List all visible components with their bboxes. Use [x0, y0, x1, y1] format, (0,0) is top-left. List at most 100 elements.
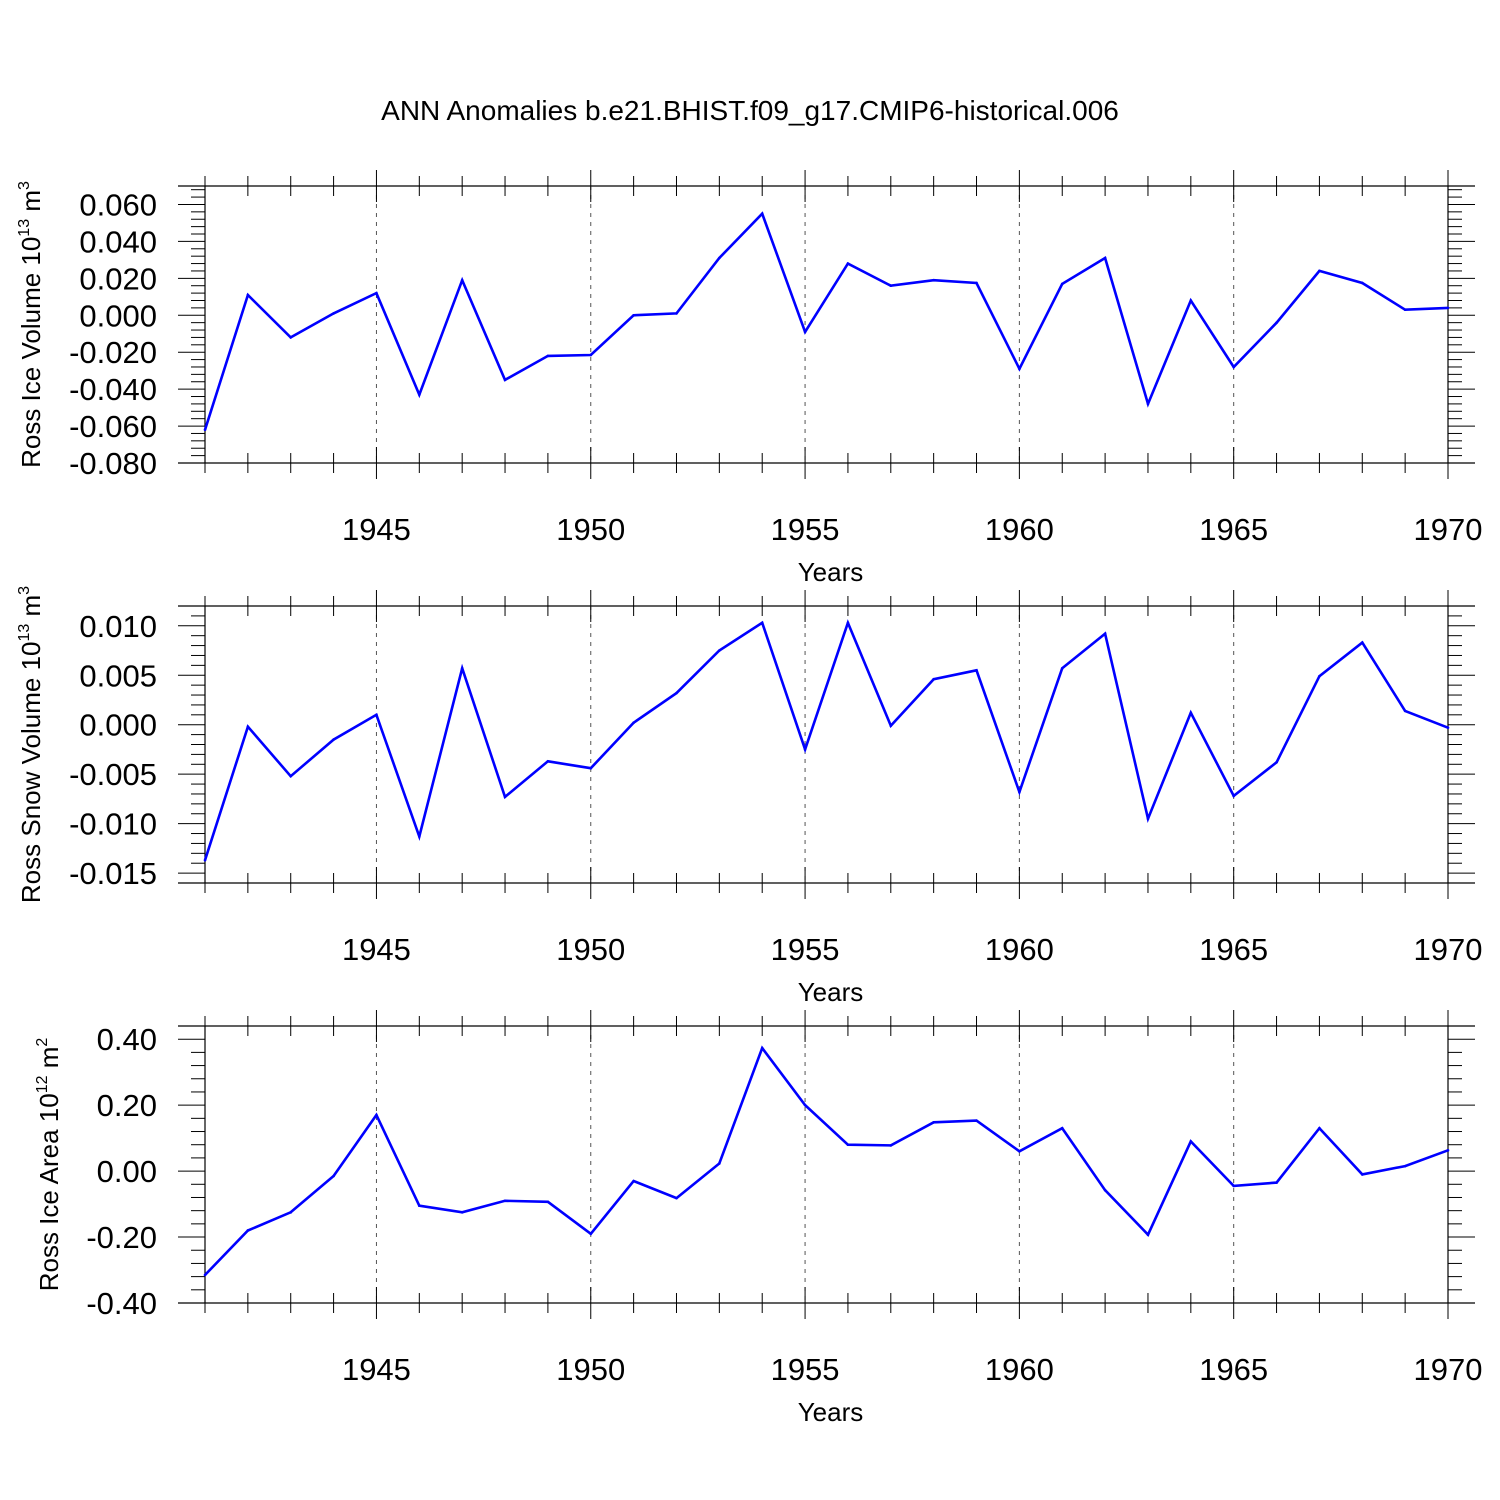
- data-point: [1232, 365, 1235, 369]
- data-point: [1446, 306, 1450, 310]
- y-tick-label: 0.20: [97, 1088, 157, 1123]
- data-point: [203, 1273, 207, 1277]
- data-point: [1446, 726, 1450, 729]
- data-point: [1360, 281, 1364, 285]
- data-point: [546, 1200, 550, 1204]
- y-tick-label: -0.005: [69, 757, 157, 792]
- x-axis-title: Years: [798, 1397, 864, 1427]
- chart-panel-1: 1945 1950 1955 1960 1965 1970Years0.0600.0400…: [16, 170, 1482, 587]
- data-point: [1146, 1233, 1150, 1237]
- data-point: [246, 1229, 250, 1232]
- y-tick-label: -0.20: [86, 1220, 157, 1255]
- y-tick-label: 0.060: [79, 187, 157, 222]
- x-tick-label: 1955: [771, 512, 840, 547]
- data-point: [975, 669, 978, 672]
- data-point: [760, 1046, 764, 1050]
- data-point: [418, 835, 421, 838]
- data-point: [289, 1211, 293, 1214]
- y-tick-label: 0.040: [79, 224, 157, 259]
- data-point: [289, 774, 293, 778]
- y-tick-label: 0.40: [97, 1022, 157, 1057]
- data-point: [1018, 790, 1021, 794]
- y-tick-label: -0.060: [69, 409, 157, 444]
- data-point: [1060, 1126, 1064, 1130]
- data-point: [1018, 367, 1021, 371]
- y-tick-label: 0.000: [79, 298, 157, 333]
- data-point: [1103, 256, 1107, 260]
- data-point: [803, 330, 807, 334]
- series-line: [203, 211, 1449, 431]
- data-point: [546, 760, 550, 763]
- x-tick-label: 1950: [556, 932, 625, 967]
- data-point: [846, 621, 850, 625]
- data-point: [460, 278, 464, 282]
- data-point: [1189, 711, 1193, 715]
- data-point: [460, 1211, 464, 1214]
- y-axis-title: Ross Ice Area 1012 m2: [34, 1038, 64, 1292]
- data-point: [718, 256, 721, 260]
- data-point: [1232, 794, 1235, 798]
- y-tick-label: 0.005: [79, 658, 157, 693]
- x-tick-label: 1945: [342, 1352, 411, 1387]
- data-point: [589, 353, 593, 357]
- x-tick-label: 1960: [985, 1352, 1054, 1387]
- data-point: [289, 336, 293, 339]
- data-point: [1360, 641, 1364, 644]
- data-point: [1103, 1188, 1107, 1192]
- x-tick-label: 1950: [556, 512, 625, 547]
- x-tick-label: 1955: [771, 1352, 840, 1387]
- data-point: [1146, 402, 1150, 406]
- data-point: [1189, 299, 1193, 302]
- y-tick-label: -0.080: [69, 446, 157, 481]
- x-tick-label: 1945: [342, 512, 411, 547]
- y-tick-label: 0.000: [79, 708, 157, 743]
- data-point: [889, 724, 893, 728]
- data-point: [932, 677, 935, 681]
- data-point: [975, 281, 978, 285]
- series-line: [203, 619, 1449, 861]
- data-point: [1446, 1149, 1450, 1152]
- data-point: [932, 278, 935, 282]
- data-point: [1060, 282, 1064, 286]
- x-tick-label: 1965: [1199, 1352, 1268, 1387]
- data-point: [975, 1119, 978, 1122]
- data-point: [803, 748, 807, 751]
- y-tick-label: -0.015: [69, 856, 157, 891]
- data-point: [932, 1120, 935, 1124]
- data-point: [1060, 667, 1064, 670]
- y-tick-label: -0.010: [69, 807, 157, 842]
- data-point: [675, 1196, 678, 1200]
- y-tick-label: 0.010: [79, 609, 157, 644]
- data-point: [675, 691, 678, 695]
- y-tick-label: -0.020: [69, 335, 157, 370]
- data-point: [889, 1144, 893, 1147]
- data-point: [1318, 269, 1321, 273]
- data-point: [1360, 1173, 1364, 1176]
- data-point: [1403, 308, 1407, 312]
- x-tick-label: 1965: [1199, 512, 1268, 547]
- data-point: [1275, 321, 1278, 324]
- data-point: [1018, 1150, 1021, 1153]
- y-tick-label: 0.020: [79, 261, 157, 296]
- data-point: [1275, 1181, 1278, 1184]
- x-tick-label: 1970: [1414, 512, 1483, 547]
- data-point: [332, 1174, 335, 1178]
- y-tick-label: -0.040: [69, 372, 157, 407]
- chart-panel-3: 1945 1950 1955 1960 1965 1970 Years 0.40 0.20 0.0…: [34, 1010, 1482, 1427]
- data-point: [1189, 1140, 1193, 1143]
- data-point: [418, 393, 421, 396]
- data-point: [589, 766, 593, 770]
- data-point: [246, 725, 250, 728]
- data-point: [546, 354, 550, 358]
- data-point: [503, 378, 507, 382]
- x-tick-label: 1955: [771, 932, 840, 967]
- data-point: [760, 212, 764, 215]
- x-axis-title: Years: [798, 977, 864, 1007]
- data-point: [846, 1143, 850, 1147]
- data-point: [718, 649, 721, 652]
- page-title: ANN Anomalies b.e21.BHIST.f09_g17.CMIP6-…: [381, 95, 1119, 126]
- data-point: [418, 1204, 421, 1208]
- data-point: [1403, 1164, 1407, 1168]
- data-point: [632, 1179, 635, 1183]
- y-tick-label: 0.00: [97, 1154, 157, 1189]
